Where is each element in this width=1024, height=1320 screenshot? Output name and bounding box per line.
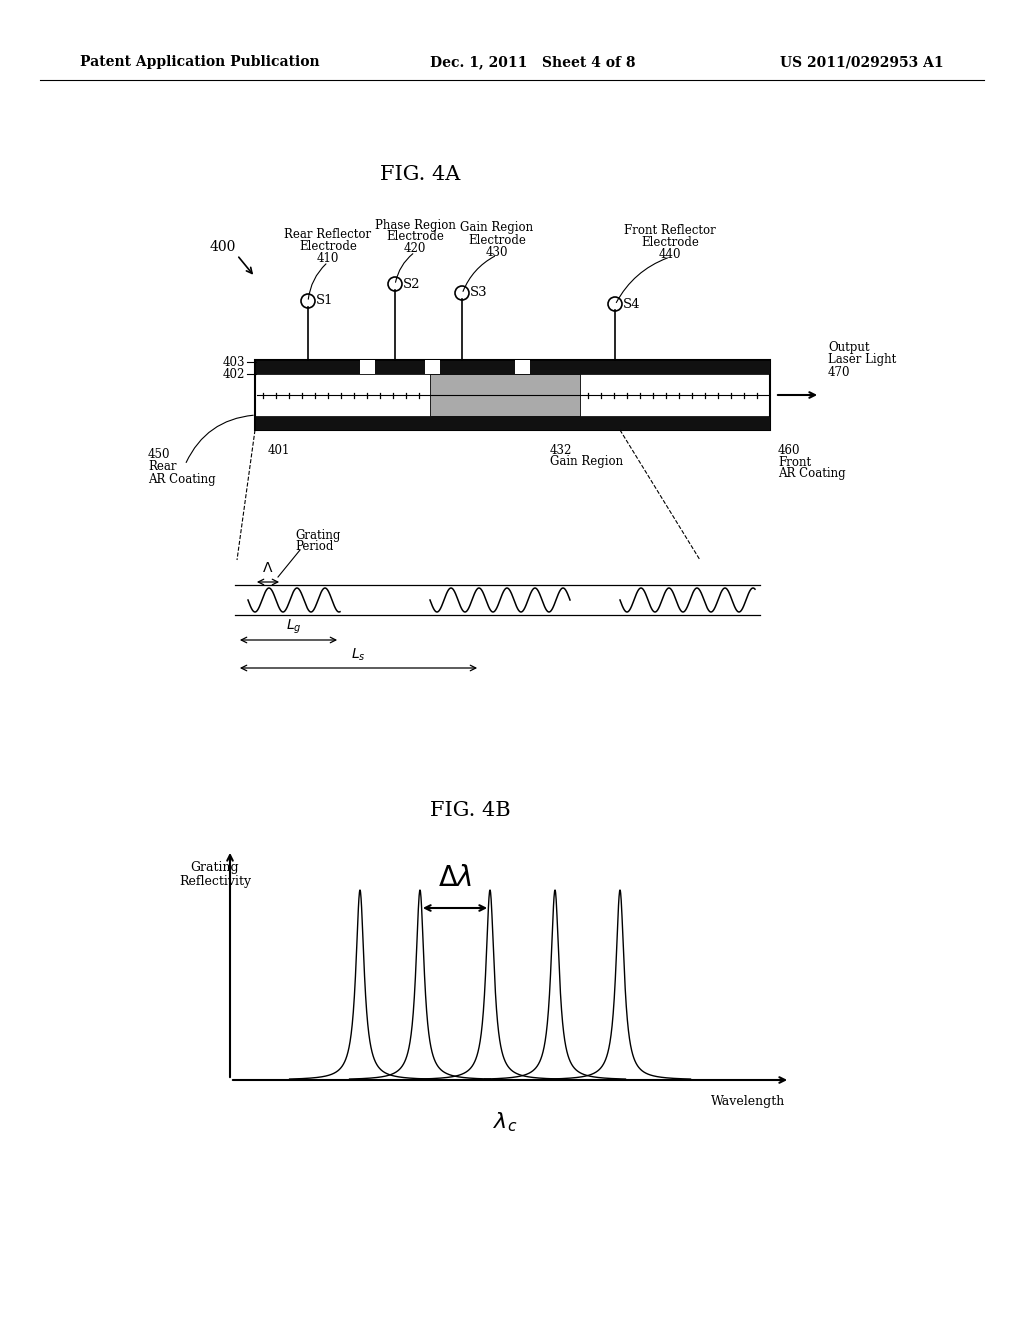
Bar (515, 360, 530, 374)
Text: FIG. 4A: FIG. 4A (380, 165, 460, 185)
Text: S1: S1 (316, 294, 334, 308)
Text: Grating: Grating (190, 862, 240, 874)
Bar (360, 360, 375, 374)
Text: 450: 450 (148, 449, 171, 462)
Text: FIG. 4B: FIG. 4B (430, 800, 510, 820)
Text: 402: 402 (222, 367, 245, 380)
Text: Reflectivity: Reflectivity (179, 875, 251, 888)
Bar (255, 416, 770, 430)
Text: 460: 460 (778, 444, 801, 457)
Text: AR Coating: AR Coating (778, 467, 846, 480)
Text: Gain Region: Gain Region (550, 455, 624, 469)
Bar (255, 360, 770, 430)
Text: S3: S3 (470, 286, 487, 300)
Text: 432: 432 (550, 444, 572, 457)
Text: Front Reflector: Front Reflector (624, 223, 716, 236)
Bar (255, 360, 770, 374)
Text: Patent Application Publication: Patent Application Publication (80, 55, 319, 69)
Text: Rear: Rear (148, 461, 176, 474)
Text: 401: 401 (268, 444, 291, 457)
Text: Dec. 1, 2011   Sheet 4 of 8: Dec. 1, 2011 Sheet 4 of 8 (430, 55, 636, 69)
Text: Front: Front (778, 455, 811, 469)
Text: Laser Light: Laser Light (828, 354, 896, 367)
Text: Period: Period (295, 540, 334, 553)
Text: Electrode: Electrode (468, 234, 526, 247)
Bar (430, 374, 580, 416)
Text: S4: S4 (623, 297, 640, 310)
Text: 410: 410 (316, 252, 339, 265)
Text: Electrode: Electrode (386, 231, 444, 243)
Text: 403: 403 (222, 355, 245, 368)
Text: S2: S2 (403, 277, 421, 290)
Text: $\Lambda$: $\Lambda$ (262, 561, 273, 576)
Text: US 2011/0292953 A1: US 2011/0292953 A1 (780, 55, 944, 69)
Text: Wavelength: Wavelength (711, 1096, 785, 1109)
Text: 430: 430 (485, 246, 508, 259)
Text: $L_s$: $L_s$ (351, 647, 366, 663)
Text: $\Delta\lambda$: $\Delta\lambda$ (437, 865, 472, 892)
Bar (425, 360, 440, 374)
Text: 470: 470 (828, 366, 851, 379)
Text: Grating: Grating (295, 528, 340, 541)
Text: Gain Region: Gain Region (461, 222, 534, 235)
Text: 420: 420 (403, 243, 426, 256)
Text: 400: 400 (210, 240, 237, 253)
Text: $\lambda_c$: $\lambda_c$ (493, 1110, 517, 1134)
Text: AR Coating: AR Coating (148, 473, 216, 486)
Text: $L_g$: $L_g$ (286, 618, 301, 636)
Text: Electrode: Electrode (299, 240, 357, 253)
Text: Phase Region: Phase Region (375, 219, 456, 231)
Text: Rear Reflector: Rear Reflector (285, 228, 372, 242)
Text: Electrode: Electrode (641, 235, 699, 248)
Text: 440: 440 (658, 248, 681, 260)
Text: Output: Output (828, 342, 869, 355)
